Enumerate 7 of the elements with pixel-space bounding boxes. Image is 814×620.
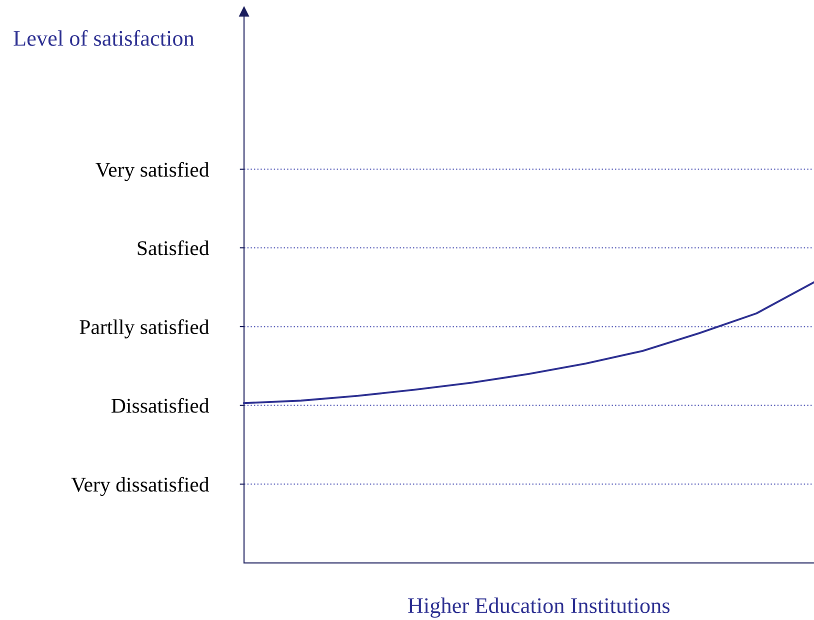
ref-line-label: Partlly satisfied (80, 319, 210, 338)
ref-line-label: Very satisfied (96, 162, 210, 182)
ref-line-label: Dissatisfied (112, 398, 210, 413)
chart-title: Level of satisfaction (14, 30, 194, 46)
ref-line-label: Satisfied (138, 240, 210, 256)
ref-line-label: Very dissatisfied (71, 476, 210, 496)
x-axis-title: Higher Education Institutions (408, 597, 670, 618)
